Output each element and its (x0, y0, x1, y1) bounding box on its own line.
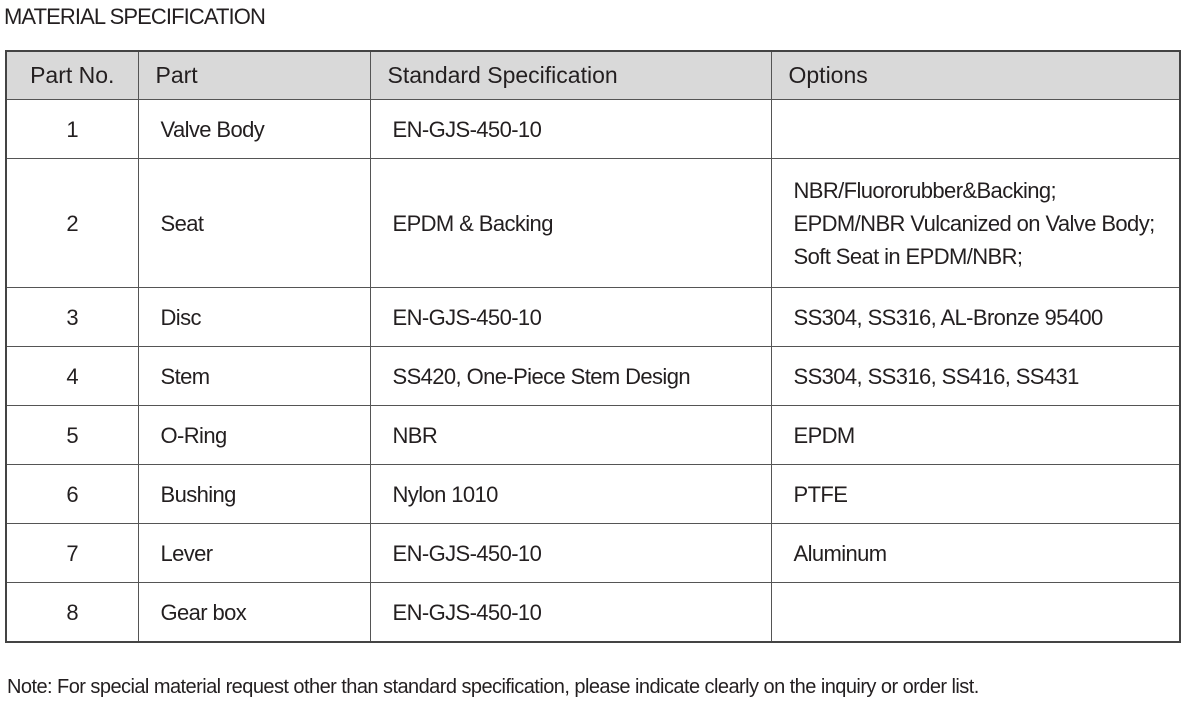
cell-options: PTFE (770, 464, 1181, 524)
cell-part: Gear box (137, 582, 371, 643)
cell-standard-spec: EN-GJS-450-10 (369, 523, 772, 583)
option-line: EPDM (793, 422, 856, 448)
header-part-no: Part No. (5, 50, 139, 100)
cell-part: Stem (137, 346, 371, 406)
cell-part-no: 2 (5, 158, 139, 288)
cell-options: SS304, SS316, AL-Bronze 95400 (770, 287, 1181, 347)
table-row: 7 Lever EN-GJS-450-10 Aluminum (5, 523, 1181, 583)
option-line: SS304, SS316, SS416, SS431 (793, 363, 1080, 389)
table-row: 3 Disc EN-GJS-450-10 SS304, SS316, AL-Bronz… (5, 287, 1181, 347)
cell-options: EPDM (770, 405, 1181, 465)
option-line: PTFE (793, 481, 848, 507)
cell-part-no: 4 (5, 346, 139, 406)
cell-part-no: 5 (5, 405, 139, 465)
option-line: NBR/Fluororubber&Backing; (793, 177, 1057, 203)
cell-options: NBR/Fluororubber&Backing; EPDM/NBR Vulcan… (770, 158, 1181, 288)
cell-options: Aluminum (770, 523, 1181, 583)
cell-part: Bushing (137, 464, 371, 524)
cell-part-no: 7 (5, 523, 139, 583)
cell-part-no: 8 (5, 582, 139, 643)
table-row: 5 O-Ring NBR EPDM (5, 405, 1181, 465)
table-row: 4 Stem SS420, One-Piece Stem Design SS304, … (5, 346, 1181, 406)
cell-part-no: 1 (5, 99, 139, 159)
table-header-row: Part No. Part Standard Specification Opt… (5, 50, 1181, 100)
option-line: Aluminum (793, 540, 888, 566)
header-options: Options (770, 50, 1181, 100)
table-row: 2 Seat EPDM & Backing NBR/Fluororubber&Back… (5, 158, 1181, 288)
cell-part: Seat (137, 158, 371, 288)
cell-part: Valve Body (137, 99, 371, 159)
cell-standard-spec: EN-GJS-450-10 (369, 582, 772, 643)
cell-standard-spec: NBR (369, 405, 772, 465)
table-row: 8 Gear box EN-GJS-450-10 (5, 582, 1181, 643)
cell-part: O-Ring (137, 405, 371, 465)
cell-part: Disc (137, 287, 371, 347)
header-standard-spec: Standard Specification (369, 50, 772, 100)
header-part: Part (137, 50, 371, 100)
table-row: 1 Valve Body EN-GJS-450-10 (5, 99, 1181, 159)
cell-standard-spec: SS420, One-Piece Stem Design (369, 346, 772, 406)
cell-part-no: 6 (5, 464, 139, 524)
material-spec-table: Part No. Part Standard Specification Opt… (5, 50, 1181, 643)
cell-options (770, 582, 1181, 643)
cell-options (770, 99, 1181, 159)
footnote: Note: For special material request other… (7, 676, 979, 698)
option-line: Soft Seat in EPDM/NBR; (793, 243, 1023, 269)
option-line: SS304, SS316, AL-Bronze 95400 (793, 304, 1104, 330)
page-title: MATERIAL SPECIFICATION (4, 4, 266, 29)
cell-part: Lever (137, 523, 371, 583)
cell-standard-spec: Nylon 1010 (369, 464, 772, 524)
cell-standard-spec: EPDM & Backing (369, 158, 772, 288)
cell-part-no: 3 (5, 287, 139, 347)
cell-options: SS304, SS316, SS416, SS431 (770, 346, 1181, 406)
option-line: EPDM/NBR Vulcanized on Valve Body; (793, 210, 1156, 236)
cell-standard-spec: EN-GJS-450-10 (369, 99, 772, 159)
cell-standard-spec: EN-GJS-450-10 (369, 287, 772, 347)
table-row: 6 Bushing Nylon 1010 PTFE (5, 464, 1181, 524)
